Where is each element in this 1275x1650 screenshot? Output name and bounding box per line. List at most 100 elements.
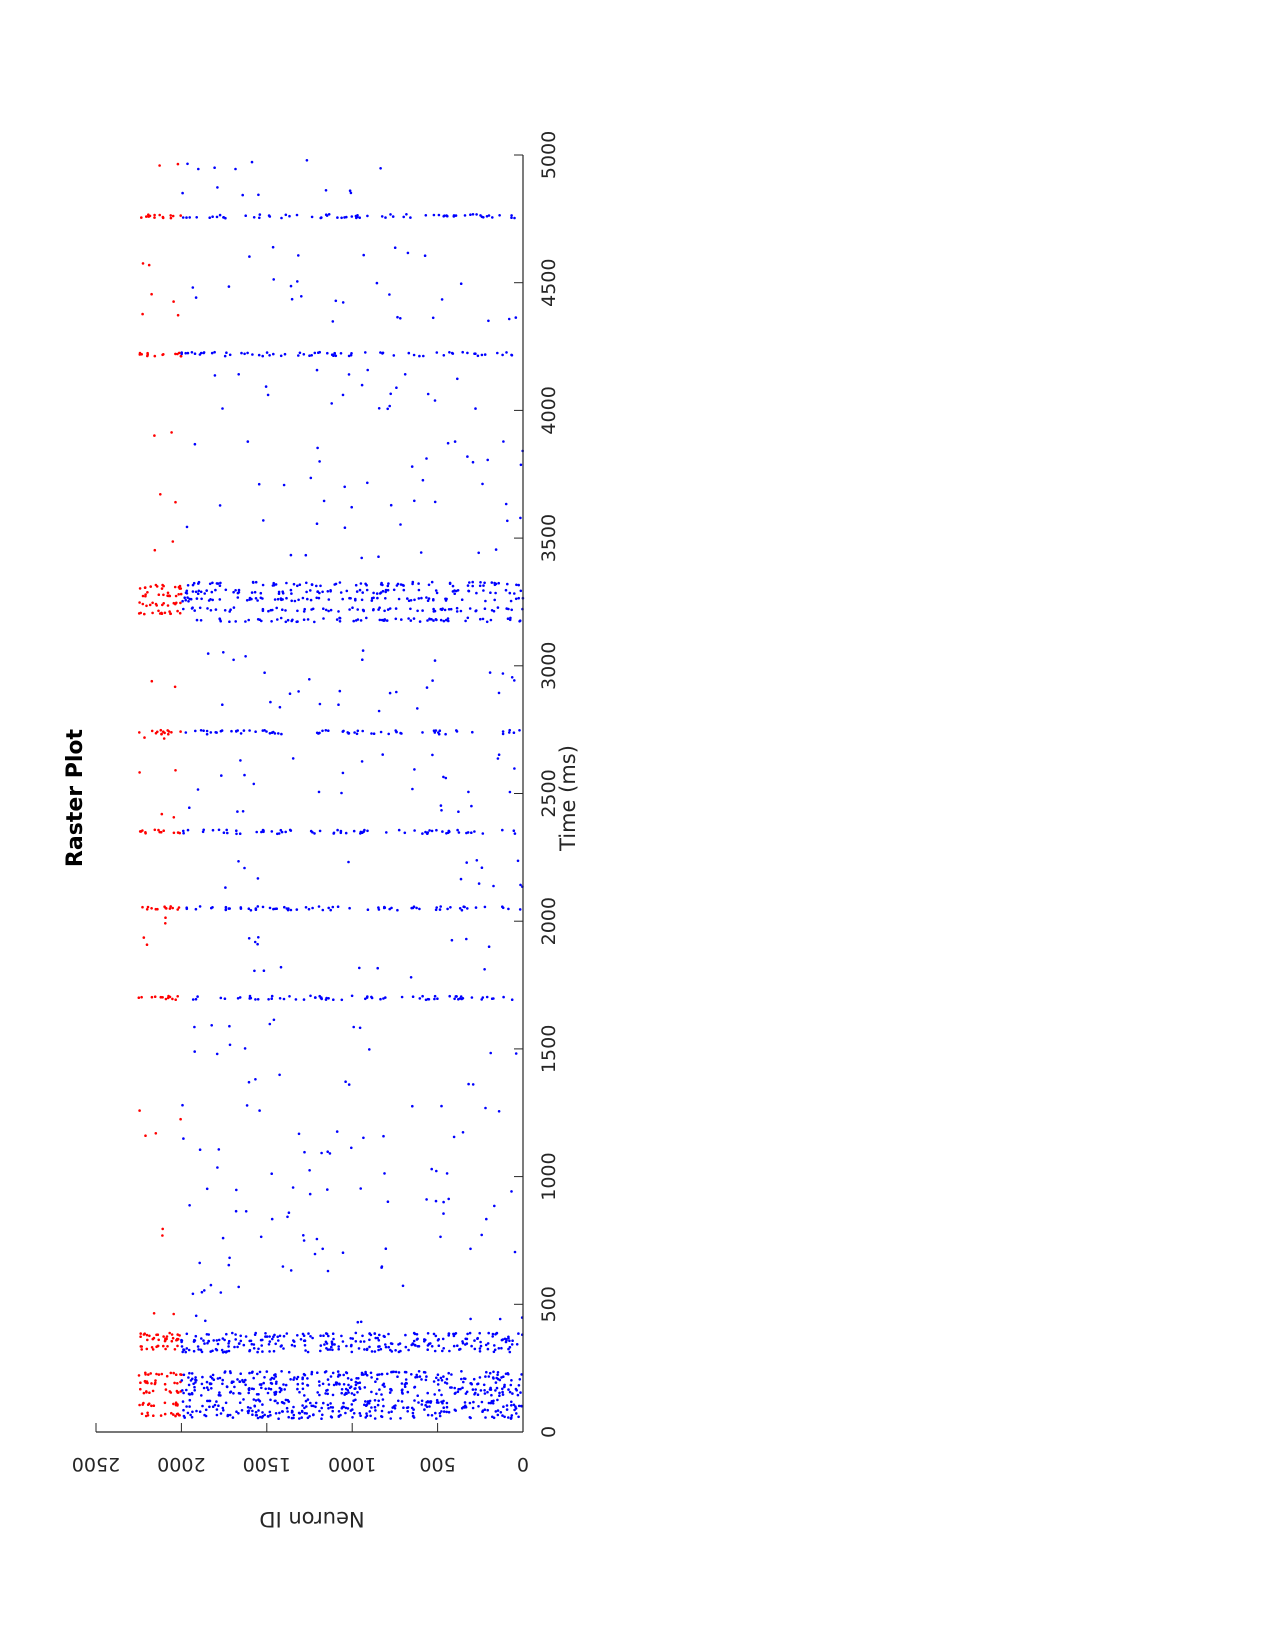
spike-point [270, 1382, 274, 1385]
spike-point [211, 581, 214, 585]
spike-point [241, 1378, 244, 1382]
spike-point [260, 619, 263, 623]
spike-point [205, 1187, 209, 1191]
spike-point [144, 1134, 147, 1137]
spike-point [261, 354, 265, 358]
spike-point [141, 594, 145, 598]
spike-point [411, 787, 414, 791]
spike-point [290, 1416, 294, 1420]
spike-point [191, 590, 195, 593]
spike-point [271, 608, 274, 612]
spike-point [274, 1342, 278, 1346]
spike-point [265, 730, 268, 733]
spike-point [303, 1406, 306, 1410]
spike-point [338, 620, 342, 623]
spike-point [374, 1336, 378, 1340]
spike-point [181, 191, 184, 195]
spike-point [150, 1404, 153, 1408]
spike-point [332, 998, 335, 1001]
spike-point [420, 1399, 424, 1403]
spike-point [483, 1392, 487, 1395]
spike-point [483, 905, 487, 909]
spike-point [418, 907, 421, 911]
spike-point [235, 1188, 238, 1192]
spike-point [234, 1209, 238, 1213]
spike-point [327, 906, 331, 910]
spike-point [222, 1409, 225, 1412]
spike-point [444, 732, 447, 736]
spike-point [186, 1411, 190, 1415]
spike-point [277, 1417, 280, 1420]
spike-point [412, 617, 416, 620]
spike-point [407, 351, 411, 355]
spike-point [372, 732, 376, 735]
spike-point [362, 1373, 365, 1376]
spike-point [274, 1399, 277, 1403]
spike-point [456, 828, 459, 832]
spike-point [376, 596, 379, 600]
spike-point [146, 351, 149, 355]
spike-point [415, 1338, 419, 1341]
spike-point [459, 995, 463, 998]
spike-point [413, 768, 416, 771]
spike-point [424, 1338, 427, 1342]
spike-point [304, 1349, 307, 1352]
spike-point [509, 1417, 513, 1420]
spike-point [147, 215, 150, 218]
spike-point [400, 995, 404, 999]
spike-point [352, 619, 356, 623]
spike-point [211, 828, 215, 832]
spike-point [354, 599, 357, 602]
spike-point [181, 1350, 184, 1354]
spike-point [144, 594, 147, 598]
spike-point [154, 1132, 158, 1135]
spike-point [464, 619, 467, 623]
spike-point [185, 525, 189, 529]
spike-point [490, 609, 494, 612]
y-tick-label: 2000 [157, 1453, 205, 1475]
spike-point [179, 214, 182, 217]
spike-point [444, 618, 448, 622]
spike-point [302, 618, 306, 621]
spike-point [380, 1409, 384, 1413]
spike-point [172, 816, 176, 819]
spike-point [303, 1339, 307, 1342]
spike-point [461, 1131, 465, 1134]
spike-point [337, 1347, 341, 1351]
spike-point [387, 1345, 391, 1349]
spike-point [494, 1410, 498, 1413]
spike-point [338, 1382, 341, 1386]
spike-point [388, 1391, 392, 1394]
spike-point [150, 995, 154, 999]
spike-point [312, 1413, 315, 1416]
chart-title: Raster Plot [63, 728, 88, 867]
spike-point [180, 1379, 184, 1382]
spike-point [495, 1386, 499, 1390]
spike-point [366, 1400, 370, 1403]
spike-point [421, 994, 424, 998]
spike-point [315, 1237, 319, 1241]
spike-point [488, 1371, 492, 1375]
spike-point [267, 1415, 270, 1418]
spike-point [272, 352, 275, 356]
spike-point [238, 832, 242, 835]
spike-point [149, 1372, 152, 1375]
spike-point [198, 1148, 202, 1151]
spike-point [482, 589, 485, 592]
spike-point [188, 1371, 191, 1375]
spike-point [322, 1334, 325, 1337]
spike-point [202, 1386, 206, 1390]
spike-point [417, 1401, 420, 1404]
spike-point [384, 1343, 387, 1346]
spike-point [479, 1389, 483, 1392]
spike-point [327, 609, 330, 613]
spike-point [149, 585, 152, 588]
spike-point [345, 215, 348, 219]
spike-point [216, 1166, 219, 1169]
spike-point [520, 1404, 523, 1408]
spike-point [143, 586, 147, 589]
spike-point [203, 1342, 206, 1345]
spike-point [317, 596, 321, 600]
spike-point [226, 831, 229, 835]
x-tick-label: 3000 [538, 642, 560, 690]
